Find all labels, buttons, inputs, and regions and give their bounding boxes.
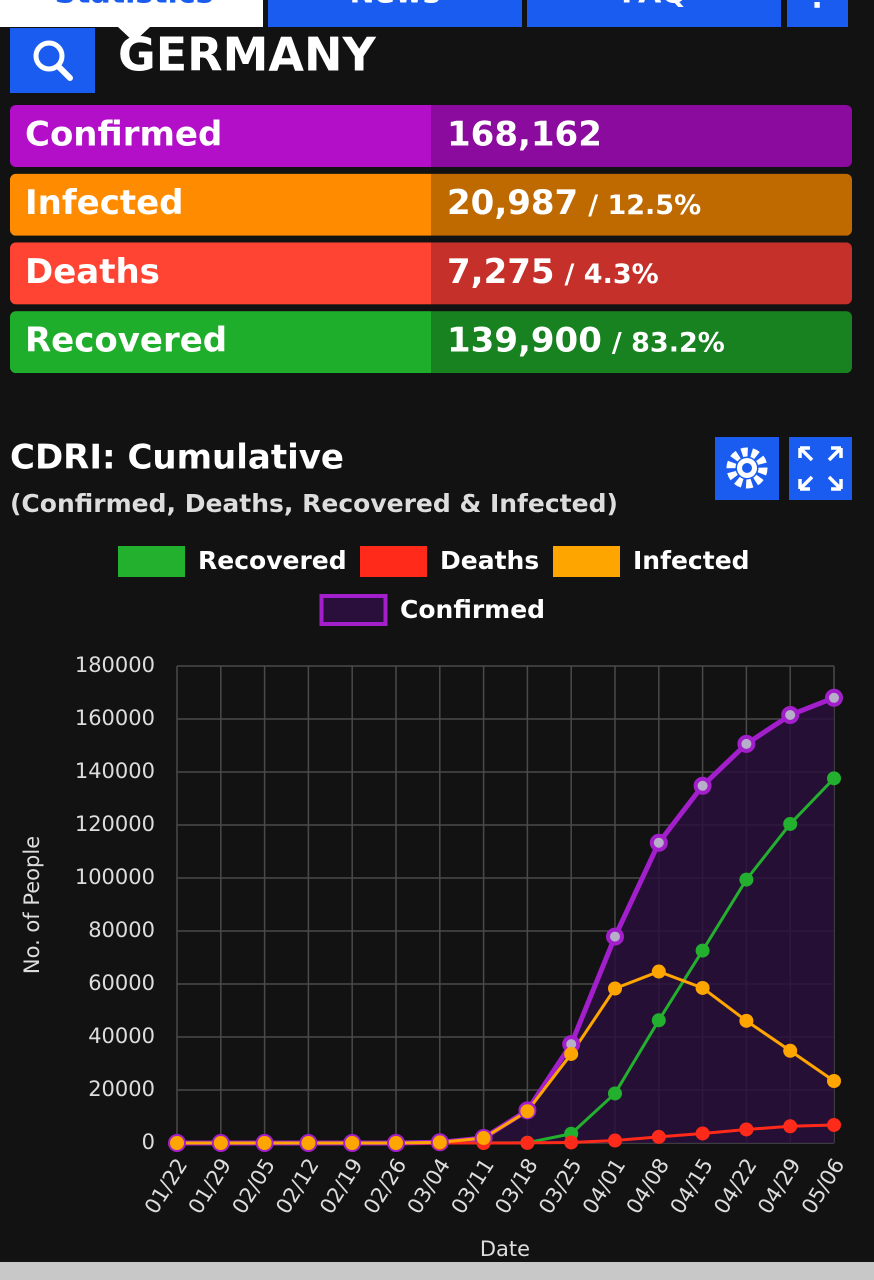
stat-value-bg — [431, 173, 852, 236]
y-axis-label: No. of People — [20, 836, 44, 974]
chart-subtitle: (Confirmed, Deaths, Recovered & Infected… — [10, 489, 618, 518]
point — [783, 1119, 798, 1134]
stat-label-bg — [10, 173, 431, 236]
tab-label: FAQ — [621, 0, 687, 11]
y-tick-label: 40000 — [88, 1024, 155, 1048]
stat-label-bg — [10, 311, 431, 374]
country-title: GERMANY — [118, 28, 376, 82]
point — [695, 943, 710, 958]
point — [345, 1136, 360, 1150]
stat-label-bg — [10, 242, 431, 305]
point — [257, 1136, 272, 1150]
point — [825, 688, 843, 707]
gear-icon — [726, 447, 768, 489]
legend-label: Confirmed — [400, 595, 545, 624]
tab-label: ⋮ — [802, 0, 832, 15]
stat-label: Deaths — [25, 252, 160, 292]
point — [301, 1136, 316, 1150]
stat-value: 139,900 — [447, 321, 602, 361]
y-tick-label: 100000 — [75, 865, 155, 889]
stat-label: Infected — [25, 183, 184, 223]
point — [739, 1013, 754, 1028]
point — [608, 1133, 622, 1148]
y-tick-label: 20000 — [88, 1077, 155, 1101]
chart-title: CDRI: Cumulative — [10, 438, 344, 478]
point — [476, 1131, 491, 1146]
stat-value-bg — [431, 242, 852, 305]
y-tick-label: 60000 — [88, 971, 155, 995]
point — [781, 706, 800, 725]
point — [564, 1135, 579, 1150]
tab-notch — [118, 27, 150, 42]
stat-value-bg — [431, 105, 852, 167]
point — [739, 1122, 754, 1137]
y-tick-label: 180000 — [75, 653, 155, 677]
stat-value: 168,162 — [447, 115, 602, 155]
stat-label-bg — [10, 105, 431, 167]
point — [213, 1136, 228, 1150]
gear-icon — [742, 463, 752, 473]
tab-label: Statistics — [55, 0, 214, 11]
area — [177, 697, 834, 1143]
point — [520, 1135, 535, 1150]
stat-ratio: / 83.2% — [612, 328, 725, 359]
legend-swatch — [319, 594, 388, 626]
point — [695, 1126, 710, 1141]
legend-label: Recovered — [198, 546, 347, 575]
point — [827, 1073, 841, 1088]
bottom-bar — [0, 1262, 874, 1280]
x-axis-label: Date — [480, 1237, 530, 1261]
tab[interactable] — [0, 0, 263, 27]
point — [649, 833, 668, 852]
point — [827, 1117, 841, 1132]
expand-icon — [798, 446, 843, 491]
point — [608, 981, 622, 996]
y-tick-label: 0 — [142, 1130, 155, 1154]
point — [564, 1046, 579, 1061]
tab[interactable] — [527, 0, 781, 27]
y-tick-label: 120000 — [75, 812, 155, 836]
point — [608, 1086, 622, 1101]
stat-label: Recovered — [25, 321, 227, 361]
point — [783, 816, 798, 831]
point — [737, 734, 756, 753]
stat-value: 20,987 — [447, 183, 578, 223]
legend-swatch — [118, 546, 185, 577]
stat-label: Confirmed — [25, 115, 222, 155]
point — [651, 964, 666, 979]
tab-label: News — [349, 0, 440, 11]
fullscreen-button[interactable] — [789, 437, 852, 500]
point — [651, 1129, 666, 1144]
point — [739, 872, 754, 887]
point — [520, 1104, 535, 1119]
y-tick-label: 160000 — [75, 706, 155, 730]
search-icon — [55, 63, 73, 81]
point — [389, 1136, 403, 1150]
stat-value: 7,275 — [447, 252, 555, 292]
search-button[interactable] — [10, 28, 95, 93]
point — [693, 776, 712, 795]
point — [827, 771, 841, 786]
point — [432, 1135, 447, 1150]
legend-swatch — [360, 546, 427, 577]
legend-label: Deaths — [440, 546, 539, 575]
legend-swatch — [553, 546, 620, 577]
point — [170, 1136, 184, 1150]
tab[interactable] — [787, 0, 848, 27]
search-icon — [33, 40, 65, 72]
y-tick-label: 140000 — [75, 759, 155, 783]
y-tick-label: 80000 — [88, 918, 155, 942]
legend-label: Infected — [633, 546, 750, 575]
point — [783, 1043, 798, 1058]
stat-ratio: / 4.3% — [565, 259, 659, 290]
stat-ratio: / 12.5% — [588, 190, 701, 221]
line — [177, 970, 835, 1145]
tab[interactable] — [268, 0, 522, 27]
point — [695, 980, 710, 995]
stat-value-bg — [431, 311, 852, 374]
point — [606, 927, 624, 946]
point — [651, 1013, 666, 1028]
